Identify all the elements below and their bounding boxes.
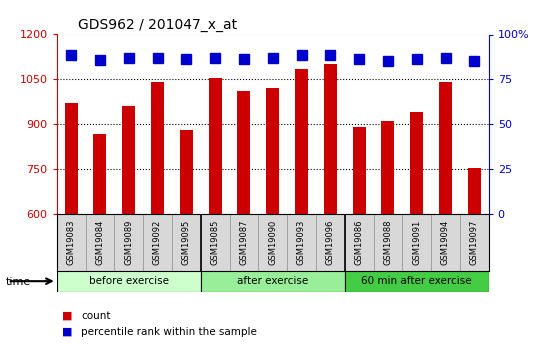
Bar (208, 78, 221, 345)
Text: GSM19089: GSM19089 (124, 220, 133, 265)
Text: time: time (5, 277, 31, 287)
Bar (151, 82, 164, 345)
Text: percentile rank within the sample: percentile rank within the sample (81, 327, 257, 337)
Text: ■: ■ (62, 311, 72, 321)
Bar (93, 134, 106, 345)
Bar (57, 271, 201, 292)
Bar (238, 91, 251, 345)
Text: 60 min after exercise: 60 min after exercise (361, 276, 472, 286)
Text: GSM19083: GSM19083 (66, 220, 76, 265)
Bar (180, 130, 193, 345)
Text: GSM19092: GSM19092 (153, 220, 162, 265)
Bar (201, 271, 345, 292)
Bar (468, 168, 481, 345)
Text: ■: ■ (62, 327, 72, 337)
Text: GSM19091: GSM19091 (412, 220, 421, 265)
Text: GSM19095: GSM19095 (182, 220, 191, 265)
Text: GDS962 / 201047_x_at: GDS962 / 201047_x_at (78, 18, 238, 32)
Bar (266, 88, 279, 345)
Bar (295, 69, 308, 345)
Bar (439, 82, 452, 345)
Bar (410, 112, 423, 345)
Text: GSM19094: GSM19094 (441, 220, 450, 265)
Bar (122, 106, 135, 345)
Text: GSM19087: GSM19087 (239, 220, 248, 265)
Text: GSM19085: GSM19085 (211, 220, 220, 265)
Bar (324, 65, 337, 345)
Bar (381, 121, 394, 345)
Text: GSM19096: GSM19096 (326, 220, 335, 265)
Text: GSM19084: GSM19084 (96, 220, 104, 265)
Bar (345, 271, 489, 292)
Bar (65, 103, 78, 345)
Text: GSM19090: GSM19090 (268, 220, 277, 265)
Text: GSM19097: GSM19097 (470, 220, 479, 265)
Text: GSM19086: GSM19086 (355, 220, 363, 265)
Text: count: count (81, 311, 111, 321)
Text: GSM19088: GSM19088 (383, 220, 393, 265)
Bar (353, 127, 366, 345)
Text: before exercise: before exercise (89, 276, 168, 286)
Text: after exercise: after exercise (237, 276, 308, 286)
Text: GSM19093: GSM19093 (297, 220, 306, 265)
